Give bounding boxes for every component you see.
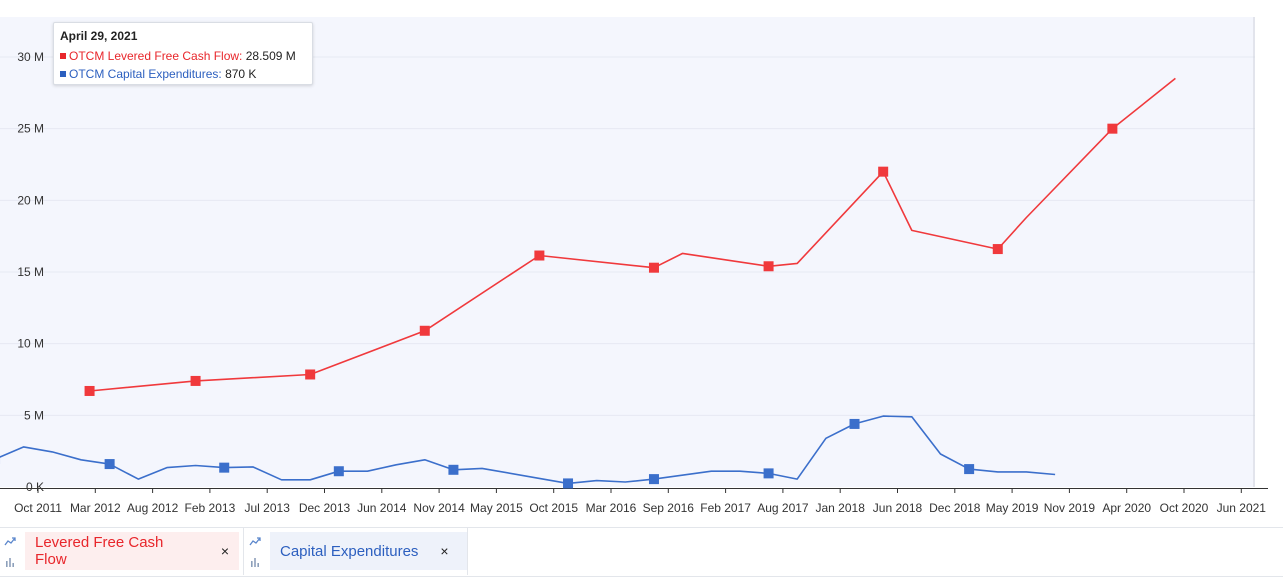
legend-item-fcf: Levered Free Cash Flow × xyxy=(0,528,243,575)
data-point-capex xyxy=(964,464,975,475)
data-point-fcf xyxy=(534,250,545,261)
x-tick-label: Dec 2013 xyxy=(299,501,351,515)
x-tick-label: Oct 2015 xyxy=(529,501,578,515)
data-point-fcf xyxy=(992,244,1003,255)
legend-chart-type-toggle[interactable] xyxy=(245,528,265,575)
data-point-capex xyxy=(104,459,115,470)
x-tick-label: Jun 2018 xyxy=(873,501,923,515)
x-tick-label: Dec 2018 xyxy=(929,501,981,515)
data-point-capex xyxy=(849,418,860,429)
x-tick-label: Jul 2013 xyxy=(245,501,291,515)
legend-divider xyxy=(467,528,468,575)
remove-series-capex-button[interactable]: × xyxy=(440,543,449,559)
x-tick-label: Oct 2011 xyxy=(14,501,62,515)
tooltip-value-capex: 870 K xyxy=(225,67,257,81)
legend-chart-type-toggle[interactable] xyxy=(0,528,20,575)
x-tick-label: Nov 2014 xyxy=(413,501,465,515)
line-chart-icon[interactable] xyxy=(4,535,16,547)
data-point-fcf xyxy=(1107,123,1118,134)
series-line-capex xyxy=(0,415,1056,485)
x-tick-label: Feb 2017 xyxy=(700,501,751,515)
x-tick-label: May 2019 xyxy=(986,501,1039,515)
y-tick-label: 5 M xyxy=(24,408,44,422)
x-tick-label: May 2015 xyxy=(470,501,523,515)
legend-item-capex: Capital Expenditures × xyxy=(245,528,467,575)
x-tick-label: Mar 2016 xyxy=(586,501,637,515)
tooltip-value-fcf: 28.509 M xyxy=(245,49,296,63)
data-point-capex xyxy=(563,478,574,489)
plot-background xyxy=(0,17,1255,487)
legend-pill-fcf[interactable]: Levered Free Cash Flow × xyxy=(25,532,239,570)
y-tick-label: 30 M xyxy=(17,50,44,64)
tooltip-swatch-fcf xyxy=(60,52,66,59)
x-tick-label: Aug 2017 xyxy=(757,501,809,515)
chart-area[interactable]: 0 K 5 M 10 M 15 M 20 M 25 M 30 M Oct 2011 Mar 20… xyxy=(0,0,1283,525)
legend-label-fcf: Levered Free Cash Flow xyxy=(35,534,164,568)
y-tick-label: 25 M xyxy=(17,122,44,136)
x-tick-label: Jan 2018 xyxy=(816,501,866,515)
x-tick-label: Nov 2019 xyxy=(1044,501,1096,515)
data-point-fcf xyxy=(419,325,430,336)
data-point-fcf xyxy=(84,385,95,396)
tooltip: April 29, 2021 OTCM Levered Free Cash Fl… xyxy=(53,22,313,85)
data-point-capex xyxy=(648,474,659,485)
data-point-fcf xyxy=(190,375,201,386)
data-point-capex xyxy=(448,464,459,475)
tooltip-label-fcf: OTCM Levered Free Cash Flow: xyxy=(69,49,243,63)
data-point-fcf xyxy=(648,262,659,273)
tooltip-date: April 29, 2021 xyxy=(60,29,138,43)
y-tick-label: 20 M xyxy=(17,193,44,207)
data-point-capex xyxy=(763,468,774,479)
legend-divider xyxy=(243,528,244,575)
x-tick-label: Sep 2016 xyxy=(643,501,695,515)
tooltip-label-capex: OTCM Capital Expenditures: xyxy=(69,67,222,81)
legend-bar: Levered Free Cash Flow × Capital Expendi… xyxy=(0,527,1283,577)
line-chart[interactable]: 0 K 5 M 10 M 15 M 20 M 25 M 30 M Oct 2011 Mar 20… xyxy=(0,0,1283,525)
x-tick-label: Jun 2014 xyxy=(357,501,407,515)
data-point-capex xyxy=(333,466,344,477)
x-tick-label: Oct 2020 xyxy=(1160,501,1209,515)
x-tick-label: Jun 2021 xyxy=(1217,501,1267,515)
x-tick-label: Feb 2013 xyxy=(185,501,236,515)
bar-chart-icon[interactable] xyxy=(249,556,261,568)
y-tick-label: 15 M xyxy=(17,265,44,279)
data-point-fcf xyxy=(763,261,774,272)
legend-label-capex: Capital Expenditures xyxy=(280,542,419,560)
line-chart-icon[interactable] xyxy=(249,535,261,547)
bar-chart-icon[interactable] xyxy=(4,556,16,568)
data-point-capex xyxy=(219,462,230,473)
legend-pill-capex[interactable]: Capital Expenditures × xyxy=(270,532,467,570)
y-tick-label: 10 M xyxy=(17,337,44,351)
data-point-fcf xyxy=(305,369,316,380)
x-tick-label: Apr 2020 xyxy=(1102,501,1151,515)
remove-series-fcf-button[interactable]: × xyxy=(220,543,229,559)
tooltip-row-capex: OTCM Capital Expenditures: 870 K xyxy=(60,65,312,83)
y-tick-label: 0 K xyxy=(26,480,44,494)
x-tick-label: Mar 2012 xyxy=(70,501,121,515)
data-point-fcf xyxy=(878,166,889,177)
x-tick-label: Aug 2012 xyxy=(127,501,179,515)
tooltip-row-fcf: OTCM Levered Free Cash Flow: 28.509 M xyxy=(60,47,312,65)
tooltip-swatch-capex xyxy=(60,70,66,77)
